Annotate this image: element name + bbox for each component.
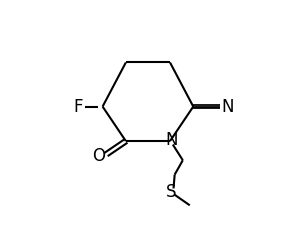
Text: O: O <box>93 147 106 165</box>
Text: F: F <box>74 98 83 116</box>
Text: N: N <box>221 98 234 116</box>
Text: S: S <box>166 183 176 201</box>
Text: N: N <box>165 131 177 149</box>
